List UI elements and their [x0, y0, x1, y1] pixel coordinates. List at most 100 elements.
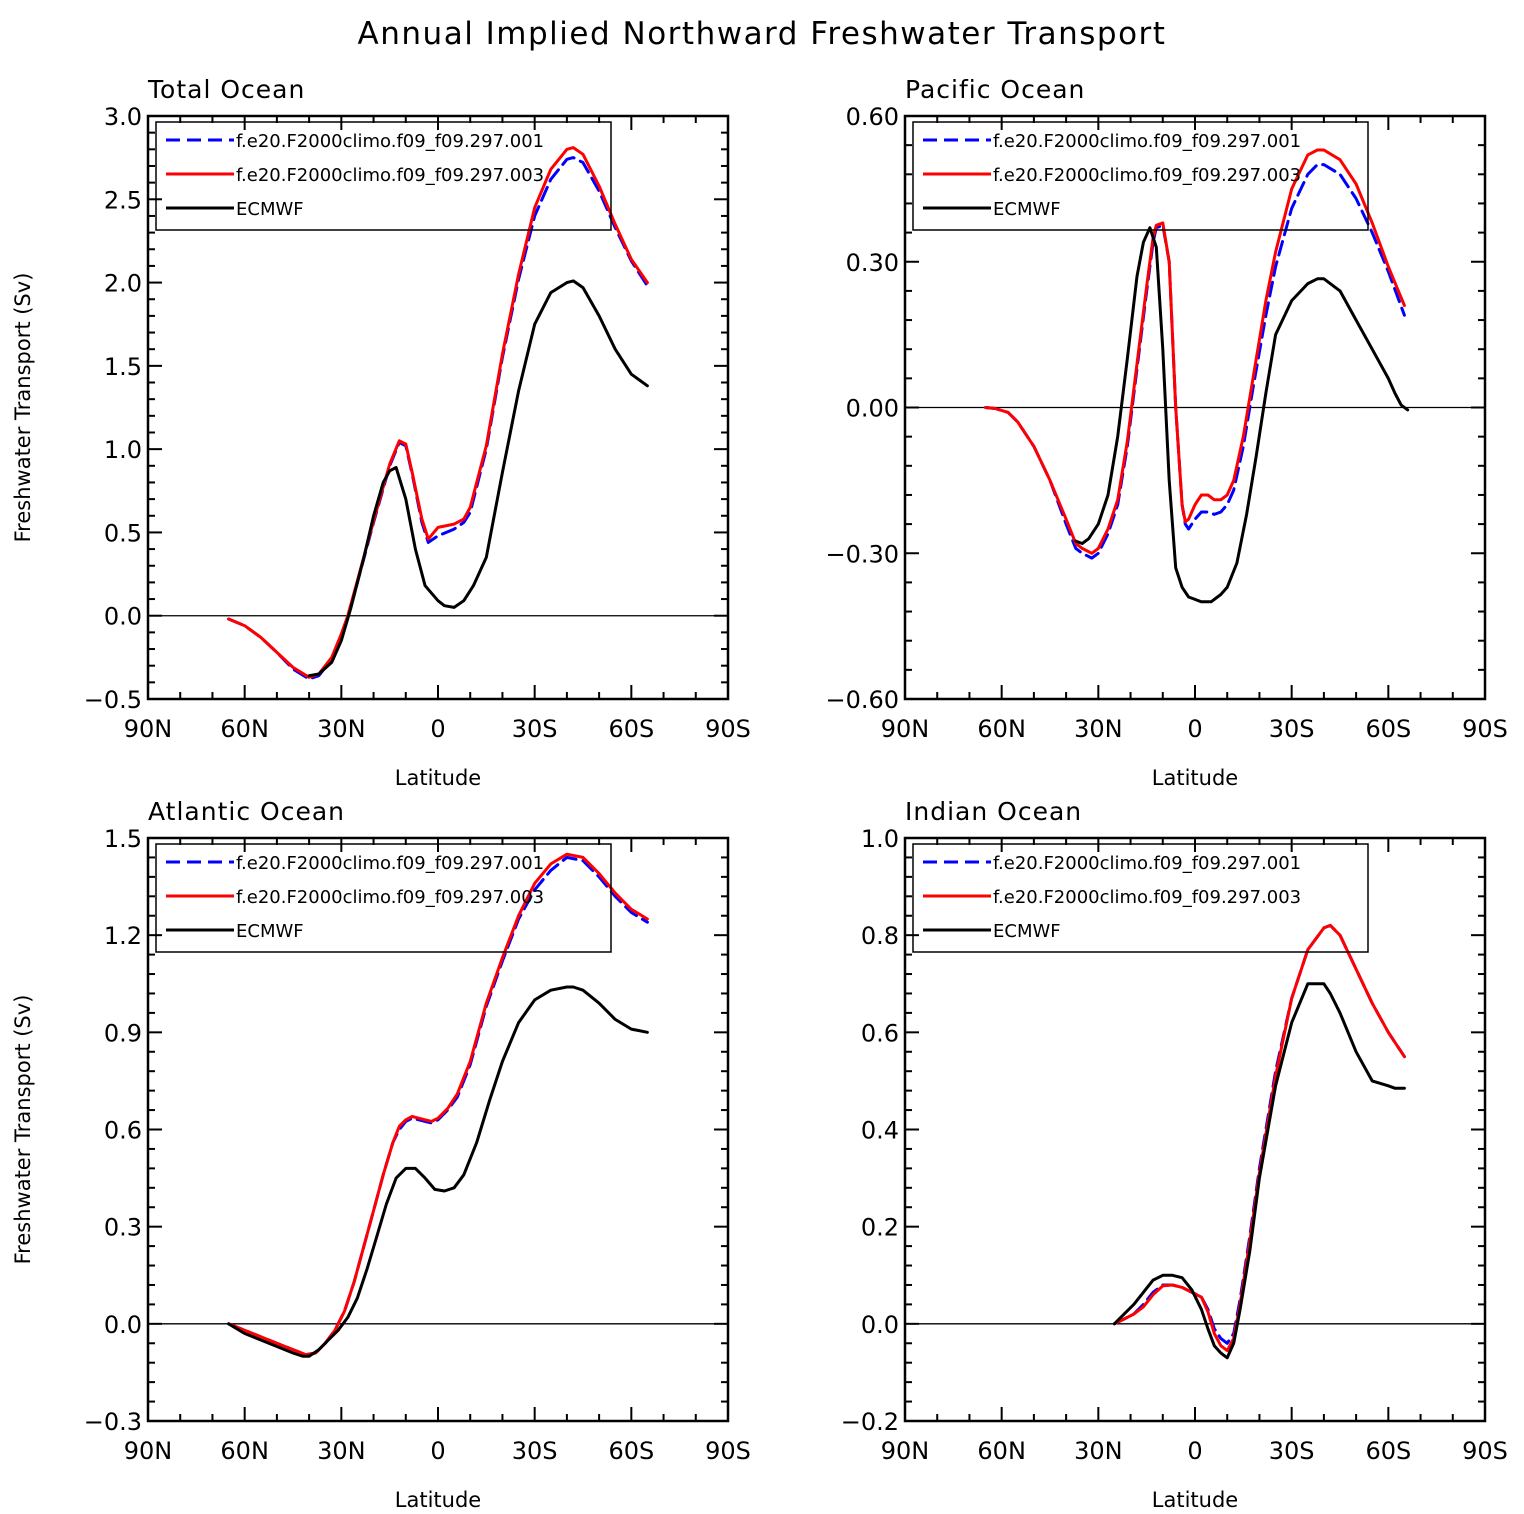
- x-tick-label: 30N: [1074, 715, 1123, 743]
- x-tick-label: 0: [1187, 1437, 1202, 1465]
- y-tick-label: 0.9: [104, 1019, 142, 1047]
- x-tick-label: 90S: [1462, 715, 1508, 743]
- y-tick-label: 1.5: [104, 353, 142, 381]
- series-line-1: [1112, 923, 1406, 1345]
- y-tick-label: −0.5: [84, 686, 142, 714]
- legend-label: f.e20.F2000climo.f09_f09.297.003: [236, 887, 544, 908]
- y-tick-label: 2.5: [104, 186, 142, 214]
- x-axis-label: Latitude: [395, 1488, 481, 1512]
- series-line-2: [984, 148, 1406, 555]
- y-tick-label: 0.5: [104, 519, 142, 547]
- x-tick-label: 60S: [608, 715, 654, 743]
- x-tick-label: 60N: [977, 715, 1026, 743]
- figure-title: Annual Implied Northward Freshwater Tran…: [358, 16, 1167, 52]
- y-tick-label: 0.0: [861, 1311, 899, 1339]
- y-tick-label: 0.0: [104, 603, 142, 631]
- y-axis-label: Freshwater Transport (Sv): [11, 273, 35, 543]
- legend-label: ECMWF: [236, 199, 304, 220]
- legend-label: f.e20.F2000climo.f09_f09.297.001: [993, 853, 1301, 874]
- legend-box: [155, 843, 612, 953]
- legend-label: f.e20.F2000climo.f09_f09.297.001: [236, 853, 544, 874]
- x-tick-label: 0: [430, 715, 445, 743]
- legend: f.e20.F2000climo.f09_f09.297.001 f.e20.F2…: [912, 843, 1369, 953]
- panel-title: Pacific Ocean: [905, 75, 1085, 104]
- panel-total-ocean: Total Ocean 90N 60N 30N 0 30S 60S 90S −0.5 0.0 0.5…: [11, 75, 751, 790]
- legend: f.e20.F2000climo.f09_f09.297.001 f.e20.F2…: [155, 121, 612, 231]
- axis-ticks: [147, 837, 729, 1422]
- y-tick-label: 0.0: [104, 1311, 142, 1339]
- legend-label: ECMWF: [993, 921, 1061, 942]
- y-tick-label: 0.30: [846, 249, 899, 277]
- y-tick-label: −0.60: [825, 686, 899, 714]
- y-tick-label: 0.4: [861, 1117, 899, 1145]
- x-tick-label: 90N: [124, 1437, 173, 1465]
- x-tick-label: 0: [430, 1437, 445, 1465]
- x-tick-label: 60N: [977, 1437, 1026, 1465]
- y-tick-label: −0.30: [825, 540, 899, 568]
- series-line-3: [1112, 982, 1406, 1360]
- panel-title: Indian Ocean: [905, 797, 1082, 826]
- x-axis-label: Latitude: [1152, 1488, 1238, 1512]
- plot-frame: [903, 114, 1487, 701]
- x-tick-label: 30S: [512, 715, 558, 743]
- x-tick-label: 30S: [1269, 715, 1315, 743]
- legend-label: f.e20.F2000climo.f09_f09.297.003: [993, 165, 1301, 186]
- y-tick-label: 0.6: [104, 1117, 142, 1145]
- legend: f.e20.F2000climo.f09_f09.297.001 f.e20.F2…: [155, 843, 612, 953]
- y-tick-label: 0.60: [846, 103, 899, 131]
- y-tick-label: 0.8: [861, 922, 899, 950]
- legend-box: [912, 843, 1369, 953]
- x-tick-label: 90S: [1462, 1437, 1508, 1465]
- legend: f.e20.F2000climo.f09_f09.297.001 f.e20.F2…: [912, 121, 1369, 231]
- y-tick-label: 3.0: [104, 103, 142, 131]
- plot-frame: [146, 114, 730, 701]
- y-tick-label: 0.2: [861, 1214, 899, 1242]
- axis-ticks: [904, 837, 1486, 1422]
- legend-label: f.e20.F2000climo.f09_f09.297.003: [993, 887, 1301, 908]
- x-axis-label: Latitude: [395, 766, 481, 790]
- panel-indian-ocean: Indian Ocean 90N 60N 30N 0 30S 60S 90S −0.2 0.0 0.…: [841, 797, 1508, 1512]
- legend-label: ECMWF: [236, 921, 304, 942]
- series-line-1: [984, 163, 1406, 560]
- y-tick-label: −0.2: [841, 1408, 899, 1436]
- legend-label: f.e20.F2000climo.f09_f09.297.001: [236, 131, 544, 152]
- panel-atlantic-ocean: Atlantic Ocean 90N 60N 30N 0 30S 60S 90S −0.3 0.0…: [11, 797, 751, 1512]
- x-tick-label: 30N: [1074, 1437, 1123, 1465]
- y-tick-label: 0.3: [104, 1214, 142, 1242]
- panel-title: Atlantic Ocean: [148, 797, 345, 826]
- series-line-3: [1074, 226, 1410, 604]
- panel-title: Total Ocean: [147, 75, 305, 104]
- x-axis-label: Latitude: [1152, 766, 1238, 790]
- legend-box: [155, 121, 612, 231]
- y-tick-label: −0.3: [84, 1408, 142, 1436]
- x-tick-label: 60N: [220, 1437, 269, 1465]
- x-tick-label: 90N: [881, 1437, 930, 1465]
- x-tick-label: 60S: [608, 1437, 654, 1465]
- x-tick-label: 90S: [705, 1437, 751, 1465]
- x-tick-label: 30N: [317, 715, 366, 743]
- plot-frame: [146, 836, 730, 1423]
- legend-box: [912, 121, 1369, 231]
- panel-pacific-ocean: Pacific Ocean 90N 60N 30N 0 30S 60S 90S −0.60 −0.…: [825, 75, 1507, 790]
- y-tick-label: 1.0: [104, 436, 142, 464]
- x-tick-label: 30S: [1269, 1437, 1315, 1465]
- x-tick-label: 60N: [220, 715, 269, 743]
- y-tick-label: 1.5: [104, 825, 142, 853]
- panels: Total Ocean 90N 60N 30N 0 30S 60S 90S −0.5 0.0 0.5…: [11, 75, 1508, 1512]
- y-tick-label: 0.6: [861, 1019, 899, 1047]
- legend-label: f.e20.F2000climo.f09_f09.297.001: [993, 131, 1301, 152]
- x-tick-label: 30N: [317, 1437, 366, 1465]
- legend-label: f.e20.F2000climo.f09_f09.297.003: [236, 165, 544, 186]
- axis-ticks: [147, 115, 729, 700]
- series-line-3: [227, 985, 649, 1358]
- y-tick-label: 2.0: [104, 270, 142, 298]
- y-tick-label: 0.00: [846, 395, 899, 423]
- series-line-3: [307, 279, 649, 678]
- x-tick-label: 90N: [881, 715, 930, 743]
- x-tick-label: 60S: [1365, 715, 1411, 743]
- y-tick-label: 1.2: [104, 922, 142, 950]
- x-tick-label: 0: [1187, 715, 1202, 743]
- x-tick-label: 90N: [124, 715, 173, 743]
- series-line-2: [1112, 923, 1406, 1353]
